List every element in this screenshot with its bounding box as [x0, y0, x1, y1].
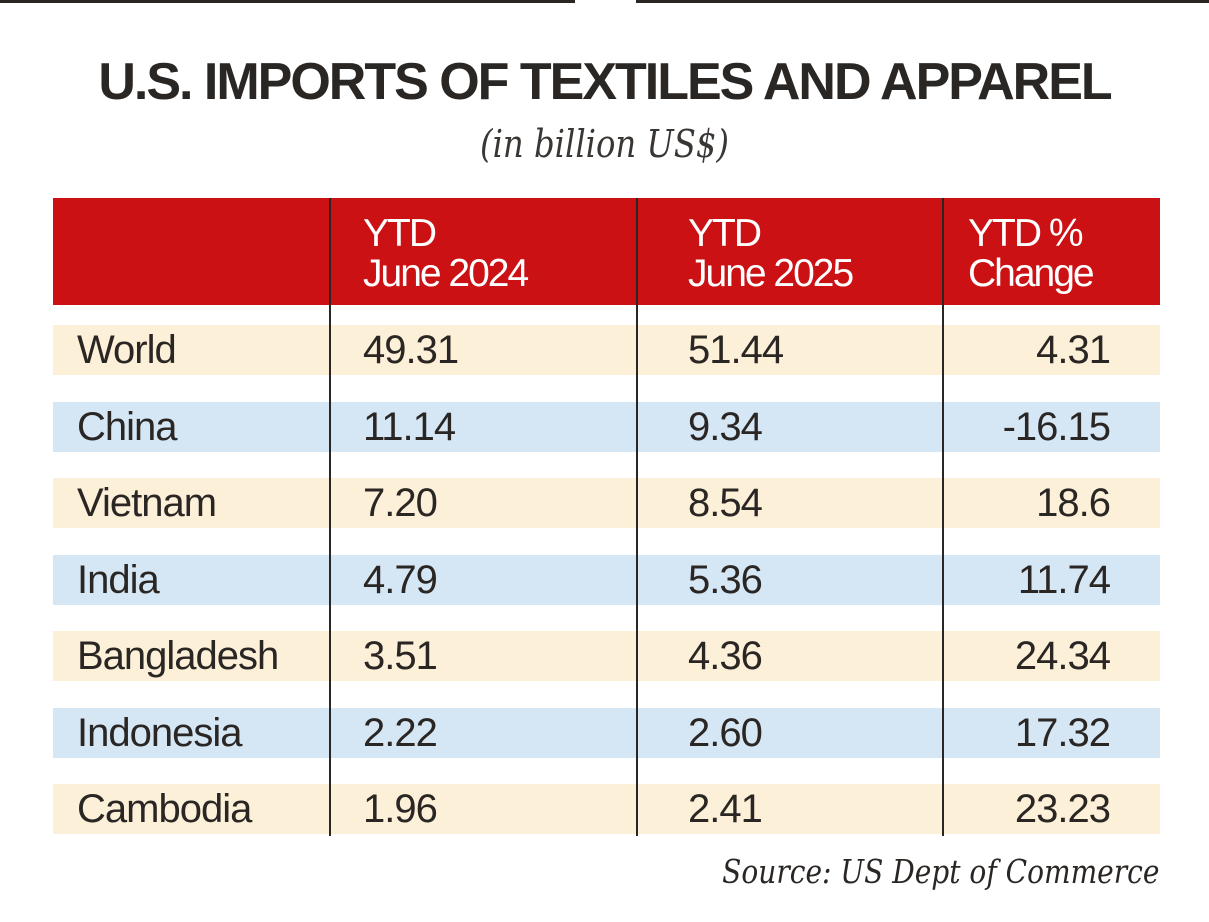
table-header: YTD June 2024 YTD June 2025 YTD % Change — [53, 198, 1160, 305]
cell-ytd-2024: 2.22 — [363, 710, 438, 755]
cell-ytd-2024: 11.14 — [363, 404, 456, 449]
cell-ytd-2025: 2.60 — [688, 710, 763, 755]
cell-ytd-2024: 3.51 — [363, 634, 438, 678]
source-note: Source: US Dept of Commerce — [721, 852, 1159, 891]
cell-pct-change: 24.34 — [1014, 634, 1111, 678]
header-col-change: YTD % Change — [968, 212, 1095, 295]
top-rule-left — [0, 0, 575, 3]
cell-pct-change: -16.15 — [1002, 404, 1111, 449]
header-line: June 2024 — [363, 252, 529, 295]
table-row: Vietnam 7.20 8.54 18.6 — [53, 478, 1160, 528]
cell-ytd-2025: 2.41 — [688, 787, 763, 831]
table-row: China 11.14 9.34 -16.15 — [53, 401, 1160, 452]
cell-country: Bangladesh — [77, 634, 279, 678]
cell-ytd-2024: 7.20 — [363, 481, 438, 525]
table-row: World 49.31 51.44 4.31 — [53, 325, 1160, 375]
table-row: Bangladesh 3.51 4.36 24.34 — [53, 631, 1160, 681]
cell-ytd-2024: 4.79 — [363, 557, 438, 602]
cell-ytd-2025: 8.54 — [688, 481, 763, 525]
cell-ytd-2025: 51.44 — [688, 328, 784, 372]
cell-ytd-2025: 4.36 — [688, 634, 763, 678]
header-col-2024: YTD June 2024 — [363, 212, 529, 295]
cell-pct-change: 23.23 — [1014, 787, 1111, 831]
header-line: YTD % — [968, 212, 1084, 255]
chart-subtitle: (in billion US$) — [479, 122, 730, 166]
header-line: June 2025 — [688, 252, 854, 295]
header-line: YTD — [688, 212, 762, 255]
cell-pct-change: 18.6 — [1036, 481, 1111, 525]
cell-ytd-2025: 9.34 — [688, 404, 763, 449]
cell-country: India — [77, 557, 160, 602]
cell-pct-change: 11.74 — [1017, 557, 1111, 602]
cell-country: World — [77, 328, 177, 372]
header-line: Change — [968, 252, 1095, 295]
cell-country: Indonesia — [77, 710, 242, 755]
cell-ytd-2025: 5.36 — [688, 557, 763, 602]
cell-country: Vietnam — [77, 481, 217, 525]
chart-title-text: U.S. IMPORTS OF TEXTILES AND APPAREL — [98, 53, 1112, 111]
chart-title: U.S. IMPORTS OF TEXTILES AND APPAREL — [0, 50, 1209, 114]
column-divider — [329, 198, 331, 836]
cell-country: China — [77, 404, 178, 449]
header-col-2025: YTD June 2025 — [688, 212, 854, 295]
cell-country: Cambodia — [77, 787, 252, 831]
table-row: Indonesia 2.22 2.60 17.32 — [53, 707, 1160, 758]
cell-ytd-2024: 1.96 — [363, 787, 438, 831]
column-divider — [942, 198, 944, 836]
table-row: India 4.79 5.36 11.74 — [53, 554, 1160, 605]
cell-ytd-2024: 49.31 — [363, 328, 459, 372]
top-rule-right — [636, 0, 1209, 3]
cell-pct-change: 17.32 — [1014, 710, 1111, 755]
column-divider — [636, 198, 638, 836]
header-line: YTD — [363, 212, 437, 255]
table-row: Cambodia 1.96 2.41 23.23 — [53, 784, 1160, 834]
cell-pct-change: 4.31 — [1036, 328, 1111, 372]
